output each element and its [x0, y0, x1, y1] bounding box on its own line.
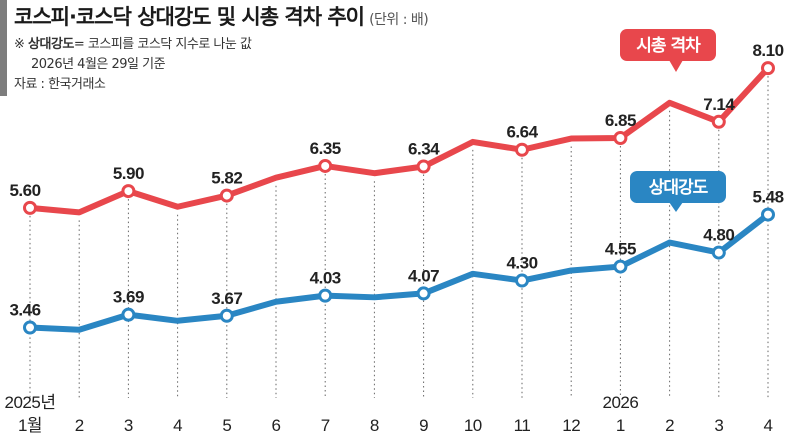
- data-label: 5.48: [752, 188, 783, 207]
- x-tick-label: 3: [124, 416, 133, 435]
- series-tag-pointer: [669, 60, 683, 72]
- x-tick-label: 8: [370, 416, 379, 435]
- data-point: [613, 259, 628, 274]
- series-tag-label: 상대강도: [649, 178, 709, 198]
- chart-notes: ※ 상대강도= 코스피를 코스닥 지수로 나눈 값 2026년 4월은 29일 …: [14, 35, 428, 95]
- data-point: [515, 142, 529, 157]
- data-label: 5.90: [113, 164, 144, 183]
- x-tick-label: 1월: [18, 416, 42, 435]
- x-tick-label: 1: [616, 416, 625, 435]
- x-tick-label: 4: [173, 416, 182, 435]
- data-point: [318, 288, 333, 303]
- data-label: 8.10: [752, 41, 783, 60]
- data-label: 4.55: [605, 240, 636, 259]
- title-line: 코스피·코스닥 상대강도 및 시총 격차 추이 (단위 : 배): [14, 1, 429, 31]
- note-date: 2026년 4월은 29일 기준: [31, 57, 166, 72]
- data-point: [711, 245, 726, 260]
- data-label: 5.60: [9, 181, 40, 200]
- data-point: [318, 158, 333, 173]
- x-tick-label: 5: [222, 416, 231, 435]
- data-label: 6.35: [310, 139, 341, 158]
- series-tag: [630, 171, 726, 203]
- data-point: [515, 273, 529, 288]
- data-label: 5.82: [211, 169, 242, 188]
- note-definition: ※ 상대강도= 코스피를 코스닥 지수로 나눈 값: [14, 35, 428, 55]
- x-tick-label: 3: [714, 416, 723, 435]
- series-line: [27, 65, 771, 216]
- data-label: 4.80: [703, 226, 734, 245]
- note-term: 상대강도: [28, 37, 74, 52]
- data-point: [711, 114, 726, 129]
- series-tag-pointer: [669, 202, 683, 212]
- data-point: [613, 130, 628, 145]
- title-accent-bar: [0, 0, 7, 96]
- data-point: [416, 286, 431, 301]
- x-tick-label: 4: [764, 416, 773, 435]
- data-point: [416, 159, 431, 174]
- x-tick-label: 7: [321, 416, 330, 435]
- data-label: 3.67: [211, 289, 242, 308]
- data-point: [761, 61, 775, 76]
- chart-unit: (단위 : 배): [369, 12, 429, 28]
- data-point: [121, 184, 136, 199]
- data-label: 6.85: [605, 111, 636, 130]
- data-label: 6.34: [408, 140, 440, 159]
- series-tag-label: 시총 격차: [636, 36, 701, 56]
- data-label: 3.46: [9, 301, 40, 320]
- x-tick-label: 11: [514, 416, 531, 435]
- note-source: 자료 : 한국거래소: [14, 77, 106, 92]
- note-definition-text: = 코스피를 코스닥 지수로 나눈 값: [73, 37, 252, 52]
- chart-header: 코스피·코스닥 상대강도 및 시총 격차 추이 (단위 : 배) ※ 상대강도=…: [14, 1, 429, 95]
- year-label: 2026: [602, 393, 638, 412]
- series-line: [27, 211, 771, 333]
- x-tick-label: 9: [419, 416, 428, 435]
- data-point: [761, 207, 775, 222]
- series-tag: [620, 29, 716, 61]
- data-point: [23, 320, 37, 335]
- data-label: 4.30: [506, 254, 537, 273]
- x-tick-label: 2: [75, 416, 84, 435]
- x-tick-label: 6: [272, 416, 281, 435]
- x-tick-label: 10: [464, 416, 482, 435]
- data-label: 7.14: [703, 95, 735, 114]
- x-tick-label: 2: [665, 416, 674, 435]
- data-label: 3.69: [113, 288, 144, 307]
- data-point: [23, 200, 37, 215]
- year-label: 2025년: [5, 393, 56, 412]
- chart-title: 코스피·코스닥 상대강도 및 시총 격차 추이: [14, 5, 365, 29]
- x-tick-label: 12: [562, 416, 580, 435]
- data-point: [219, 188, 234, 203]
- data-point: [219, 308, 234, 323]
- data-label: 6.64: [506, 123, 538, 142]
- data-label: 4.07: [408, 266, 439, 285]
- note-symbol: ※: [14, 37, 25, 52]
- data-point: [121, 307, 136, 322]
- data-label: 4.03: [310, 269, 341, 288]
